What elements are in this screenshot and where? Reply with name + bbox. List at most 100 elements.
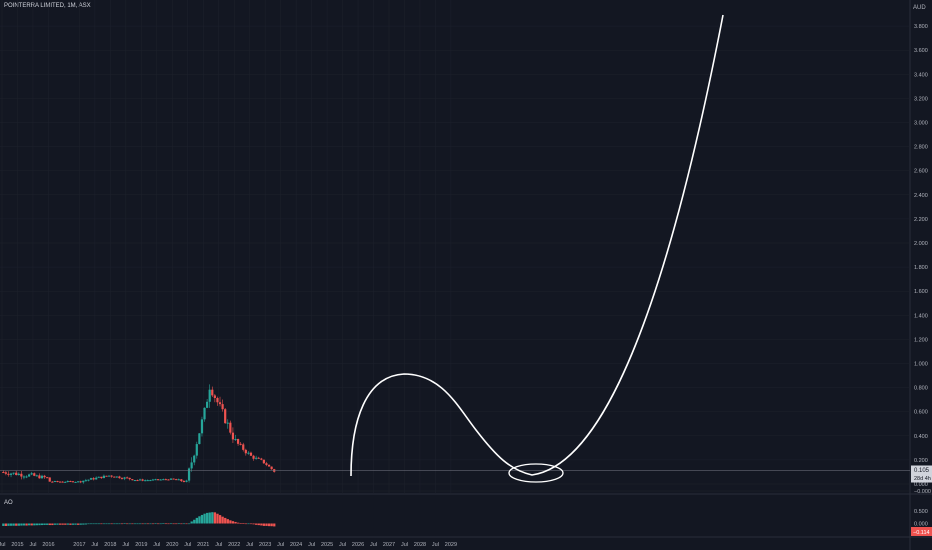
price-tick-label: 0.400 xyxy=(914,434,928,440)
candle-body xyxy=(120,478,124,480)
ao-bar xyxy=(255,523,258,525)
ao-bar xyxy=(213,512,217,524)
price-tick-label: 3.000 xyxy=(914,121,928,127)
ao-bar xyxy=(141,523,144,525)
candle-body xyxy=(82,480,85,483)
time-tick-label: 2024 xyxy=(290,542,302,548)
candle-body xyxy=(74,481,77,483)
candle-body xyxy=(151,479,155,481)
candle-body xyxy=(7,473,10,475)
candle-body xyxy=(97,476,100,478)
ao-bar xyxy=(87,523,90,525)
ao-bar xyxy=(120,523,124,525)
ao-bar xyxy=(136,523,139,525)
ao-bar xyxy=(193,519,196,524)
ao-bar xyxy=(71,523,75,525)
candle-body xyxy=(136,480,139,482)
time-tick-label: 2023 xyxy=(259,542,271,548)
time-tick-label: 2016 xyxy=(42,542,54,548)
grid xyxy=(0,0,910,494)
time-tick-label: 2026 xyxy=(352,542,364,548)
price-tick-label: 0.600 xyxy=(914,410,928,416)
ao-bar xyxy=(252,523,255,525)
candle-body xyxy=(267,464,271,467)
ao-bar xyxy=(239,523,242,524)
ao-bar xyxy=(4,523,8,527)
candle-body xyxy=(167,479,170,481)
candle-body xyxy=(79,481,82,483)
candle-body xyxy=(17,473,20,476)
ao-bar xyxy=(61,523,64,525)
candle-body xyxy=(20,473,23,477)
candle-body xyxy=(100,476,103,479)
price-tick-label: 0.200 xyxy=(914,458,928,464)
ao-histogram xyxy=(2,512,276,527)
price-tick-label: 2.400 xyxy=(914,193,928,199)
candle-body xyxy=(107,475,111,477)
ao-bar xyxy=(203,513,206,524)
ao-bar xyxy=(38,523,41,526)
candle-body xyxy=(38,475,41,479)
ao-bar xyxy=(126,523,129,525)
candle-body xyxy=(15,472,18,476)
ao-value-badge: −0.114 xyxy=(911,527,932,536)
ao-bar xyxy=(172,523,175,525)
candle-body xyxy=(247,452,250,454)
ao-bar xyxy=(64,523,67,525)
time-tick-label: Jul xyxy=(29,542,36,548)
candle-body xyxy=(58,481,62,483)
ao-bar xyxy=(58,523,62,525)
price-tick-label: 0.000 xyxy=(914,482,928,488)
ao-bar xyxy=(107,523,111,525)
candle-body xyxy=(95,477,98,480)
candle-body xyxy=(262,459,265,464)
ao-bar xyxy=(249,523,253,525)
ao-bar xyxy=(154,523,157,525)
chart-title: POINTERRA LIMITED, 1M, ASX xyxy=(4,3,91,9)
ao-bar xyxy=(273,523,276,527)
candle-body xyxy=(84,480,87,482)
ao-tick-label: 0.000 xyxy=(914,522,928,528)
ao-bar xyxy=(53,523,57,525)
ao-bar xyxy=(182,523,186,525)
candle-body xyxy=(123,477,126,479)
candle-body xyxy=(162,479,165,481)
candle-body xyxy=(2,471,5,473)
ao-bar xyxy=(144,523,147,525)
time-tick-label: 2022 xyxy=(228,542,240,548)
price-tick-label: −0.000 xyxy=(914,489,931,495)
currency-label: AUD xyxy=(913,5,926,11)
candle-body xyxy=(110,475,113,477)
ao-bar xyxy=(149,523,152,525)
time-tick-label: Jul xyxy=(184,542,191,548)
candle-body xyxy=(185,480,188,482)
candle-body xyxy=(224,409,227,424)
candle-body xyxy=(126,477,129,479)
candle-body xyxy=(159,479,162,481)
ao-bar xyxy=(159,523,162,525)
time-tick-label: Jul xyxy=(0,542,6,548)
ao-bar xyxy=(138,523,142,525)
time-tick-label: Jul xyxy=(91,542,98,548)
ao-bar xyxy=(221,516,224,524)
candle-body xyxy=(87,479,90,481)
price-tick-label: 2.800 xyxy=(914,145,928,151)
candle-body xyxy=(218,402,222,405)
price-tick-label: 1.600 xyxy=(914,289,928,295)
candle-body xyxy=(40,475,44,479)
ao-bar xyxy=(236,522,240,524)
time-tick-label: 2020 xyxy=(166,542,178,548)
candle-body xyxy=(131,479,134,481)
candle-body xyxy=(64,481,67,483)
ao-bar xyxy=(66,523,69,525)
candle-body xyxy=(206,401,209,408)
time-tick-label: Jul xyxy=(308,542,315,548)
ao-bar xyxy=(22,523,26,526)
ao-bar xyxy=(226,519,229,524)
ao-bar xyxy=(48,523,51,526)
candle-body xyxy=(242,444,245,450)
ao-bar xyxy=(265,523,268,526)
candle-body xyxy=(12,472,15,474)
price-tick-label: 1.000 xyxy=(914,362,928,368)
